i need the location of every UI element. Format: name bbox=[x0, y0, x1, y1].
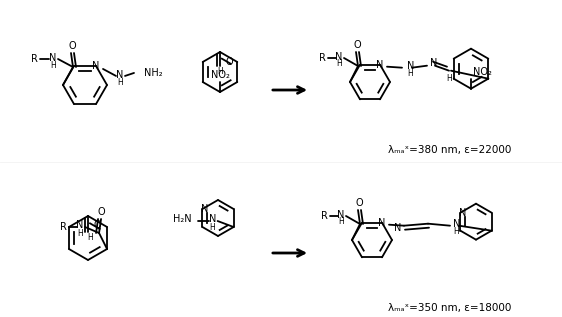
Text: O: O bbox=[68, 41, 76, 51]
Text: H: H bbox=[453, 227, 459, 236]
Text: H: H bbox=[217, 68, 223, 76]
Text: H: H bbox=[338, 217, 344, 227]
Text: O: O bbox=[97, 207, 105, 217]
Text: O: O bbox=[353, 40, 361, 50]
Text: N: N bbox=[337, 210, 345, 220]
Text: λₘₐˣ=380 nm, ε=22000: λₘₐˣ=380 nm, ε=22000 bbox=[388, 145, 511, 155]
Text: N: N bbox=[393, 223, 401, 233]
Text: H: H bbox=[87, 234, 93, 243]
Text: O: O bbox=[225, 57, 233, 67]
Text: N: N bbox=[336, 52, 343, 62]
Text: H: H bbox=[50, 61, 56, 69]
Text: H: H bbox=[117, 78, 123, 87]
Text: N: N bbox=[76, 220, 84, 230]
Text: N: N bbox=[378, 218, 386, 228]
Text: NH₂: NH₂ bbox=[144, 68, 162, 78]
Text: N: N bbox=[209, 214, 216, 224]
Text: N: N bbox=[459, 208, 466, 218]
Text: H₂N: H₂N bbox=[173, 214, 192, 224]
Text: H: H bbox=[210, 223, 215, 231]
Text: NO₂: NO₂ bbox=[473, 67, 492, 77]
Text: N: N bbox=[377, 60, 384, 70]
Text: N: N bbox=[49, 53, 57, 63]
Text: O: O bbox=[93, 220, 101, 230]
Text: N: N bbox=[116, 70, 124, 80]
Text: N: N bbox=[201, 204, 208, 214]
Text: H: H bbox=[336, 60, 342, 68]
Text: R: R bbox=[60, 222, 66, 232]
Text: N: N bbox=[407, 61, 414, 71]
Text: H: H bbox=[407, 69, 413, 78]
Text: NO₂: NO₂ bbox=[211, 70, 229, 80]
Text: H: H bbox=[446, 74, 452, 83]
Text: R: R bbox=[320, 211, 328, 221]
Text: R: R bbox=[30, 54, 38, 64]
Text: N: N bbox=[430, 58, 437, 68]
Text: λₘₐˣ=350 nm, ε=18000: λₘₐˣ=350 nm, ε=18000 bbox=[388, 303, 511, 313]
Text: H: H bbox=[77, 229, 83, 237]
Text: N: N bbox=[92, 61, 99, 71]
Text: O: O bbox=[355, 198, 363, 208]
Text: R: R bbox=[319, 53, 325, 63]
Text: N: N bbox=[453, 219, 460, 229]
